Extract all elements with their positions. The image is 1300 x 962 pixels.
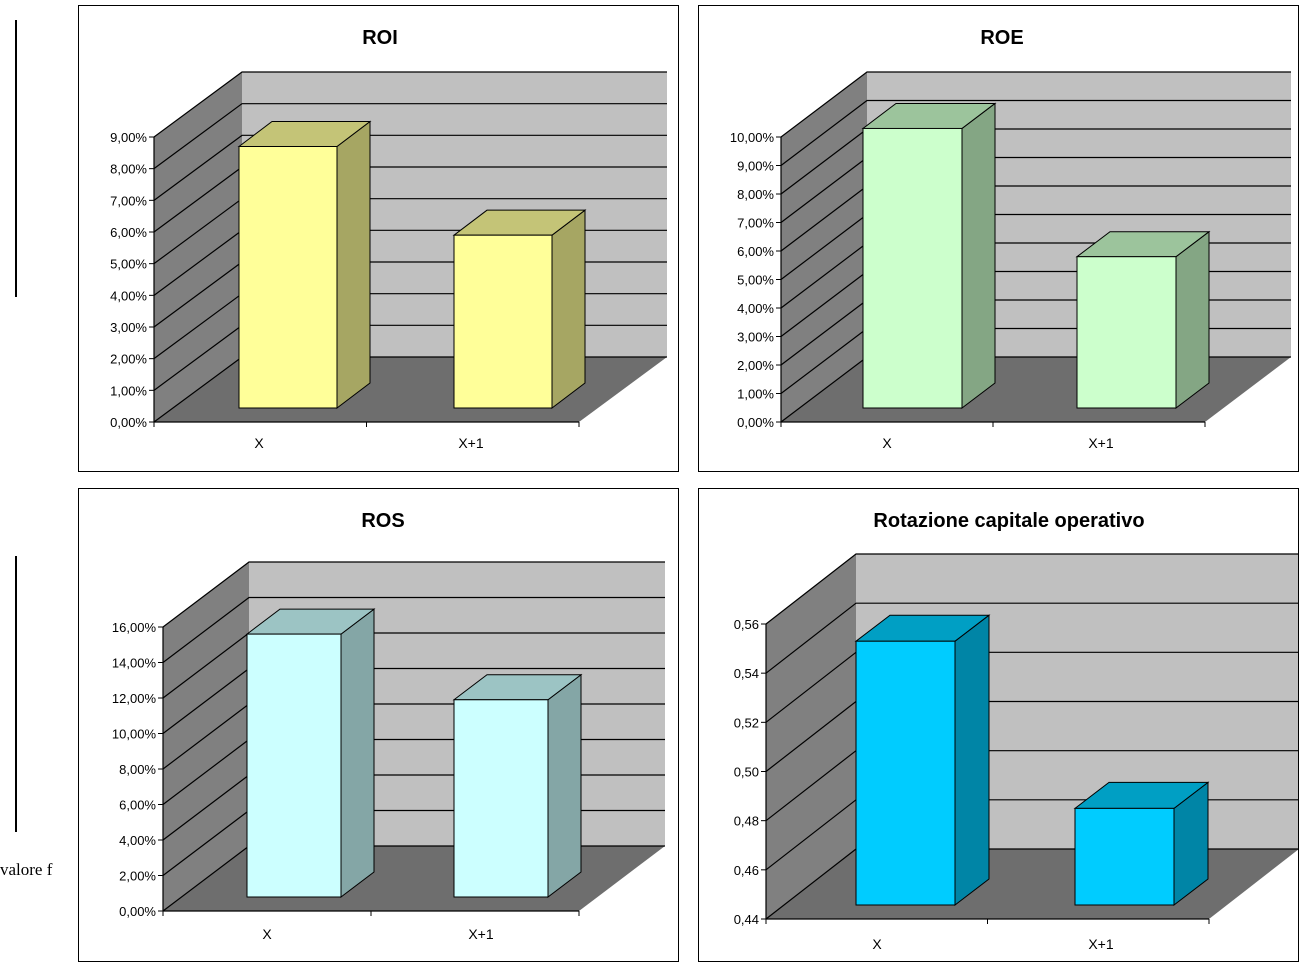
bar-side [547, 673, 582, 899]
bar-side [340, 608, 375, 899]
x-tick-label: X [254, 435, 264, 451]
bar-front [1074, 807, 1175, 906]
y-tick-label: 0,52 [734, 715, 759, 730]
gridline [162, 596, 665, 663]
y-tick-label: 3,00% [737, 330, 774, 345]
bar-front [246, 633, 342, 898]
y-tick-label: 5,00% [110, 257, 147, 272]
chart-title: Rotazione capitale operativo [873, 510, 1144, 532]
gridline [153, 103, 667, 170]
chart-roi-svg: ROI 0,00% 1,00% 2,00% 3,00% 4,00% 5,00% 6,00% 7,… [110, 27, 667, 451]
y-tick-label: 4,00% [110, 288, 147, 303]
y-tick-label: 2,00% [737, 358, 774, 373]
bar-front [862, 127, 963, 409]
y-tick-label: 1,00% [737, 387, 774, 402]
bar-front [453, 699, 549, 898]
chart-ros-svg: ROS 0,00% 2,00% 4,00% 6,00% 8,00% 10,00% 12,00%… [112, 510, 665, 942]
y-tick-label: 9,00% [110, 130, 147, 145]
chart-rotazione-svg: Rotazione capitale operativo 0,44 0,46 0,48… [734, 510, 1298, 952]
bar-side [551, 209, 586, 410]
chart-roe-svg: ROE 0,00% 1,00% 2,00% 3,00% 4,00% 5,00% 6,00% 7,… [730, 27, 1291, 451]
bar [245, 608, 376, 899]
y-tick-label: 10,00% [112, 727, 157, 742]
chart-rotazione-capitale: Rotazione capitale operativo 0,44 0,46 0,48… [698, 488, 1299, 962]
bar [452, 673, 583, 899]
y-tick-label: 14,00% [112, 656, 157, 671]
y-tick-label: 4,00% [119, 833, 156, 848]
y-tick-label: 12,00% [112, 691, 157, 706]
y-tick-label: 0,54 [734, 666, 759, 681]
chart-roi: ROI 0,00% 1,00% 2,00% 3,00% 4,00% 5,00% 6,00% 7,… [78, 5, 679, 472]
y-tick-label: 0,00% [110, 415, 147, 430]
bar-front [453, 234, 553, 409]
y-tick-label: 9,00% [737, 159, 774, 174]
x-tick-label: X [262, 926, 272, 942]
gridline [765, 553, 1298, 625]
gridline [153, 71, 667, 138]
chart-ros: ROS 0,00% 2,00% 4,00% 6,00% 8,00% 10,00% 12,00%… [78, 488, 679, 962]
bar-side [1175, 230, 1210, 410]
chart-title: ROI [362, 27, 398, 49]
chart-title: ROE [980, 27, 1023, 49]
gridline [162, 561, 665, 628]
x-tick-label: X [872, 936, 882, 952]
y-tick-label: 0,00% [737, 415, 774, 430]
floor [163, 846, 665, 911]
y-tick-label: 0,56 [734, 617, 759, 632]
y-tick-label: 6,00% [119, 798, 156, 813]
x-tick-label: X+1 [1088, 936, 1114, 952]
gridline [780, 99, 1291, 166]
bar [854, 614, 991, 907]
x-tick-label: X+1 [458, 435, 484, 451]
y-tick-label: 0,48 [734, 814, 759, 829]
y-tick-label: 0,00% [119, 904, 156, 919]
y-tick-label: 2,00% [119, 869, 156, 884]
floor [781, 357, 1291, 422]
y-tick-label: 1,00% [110, 383, 147, 398]
bar [1075, 230, 1211, 410]
y-tick-label: 0,46 [734, 863, 759, 878]
y-tick-label: 3,00% [110, 320, 147, 335]
floor [154, 357, 667, 422]
y-tick-label: 8,00% [110, 162, 147, 177]
truncated-body-text: valore f [0, 860, 53, 879]
x-tick-label: X+1 [1088, 435, 1114, 451]
bar [861, 102, 997, 410]
bar-front [855, 640, 956, 906]
bar [452, 209, 587, 410]
y-tick-label: 0,50 [734, 765, 759, 780]
bar-side [336, 120, 371, 410]
bar-front [238, 146, 338, 409]
bar [237, 120, 372, 410]
y-tick-label: 5,00% [737, 273, 774, 288]
y-tick-label: 6,00% [737, 244, 774, 259]
margin-line-bottom [15, 556, 17, 832]
bar-side [954, 614, 990, 907]
gridline [780, 71, 1291, 138]
floor [766, 849, 1298, 919]
y-tick-label: 4,00% [737, 301, 774, 316]
gridline [153, 134, 667, 201]
side-wall [154, 72, 242, 422]
x-tick-label: X [882, 435, 892, 451]
x-tick-label: X+1 [468, 926, 494, 942]
y-tick-label: 10,00% [730, 130, 775, 145]
bar-front [1076, 256, 1177, 409]
y-tick-label: 0,44 [734, 912, 759, 927]
y-tick-label: 8,00% [119, 762, 156, 777]
chart-roe: ROE 0,00% 1,00% 2,00% 3,00% 4,00% 5,00% 6,00% 7,… [698, 5, 1299, 472]
y-tick-label: 6,00% [110, 225, 147, 240]
margin-line-top [15, 20, 17, 297]
bar [1073, 781, 1210, 907]
y-tick-label: 8,00% [737, 187, 774, 202]
bar-side [961, 102, 996, 410]
y-tick-label: 7,00% [110, 193, 147, 208]
gridline [765, 602, 1298, 674]
chart-title: ROS [361, 510, 404, 532]
y-tick-label: 16,00% [112, 620, 157, 635]
y-tick-label: 7,00% [737, 216, 774, 231]
y-tick-label: 2,00% [110, 352, 147, 367]
